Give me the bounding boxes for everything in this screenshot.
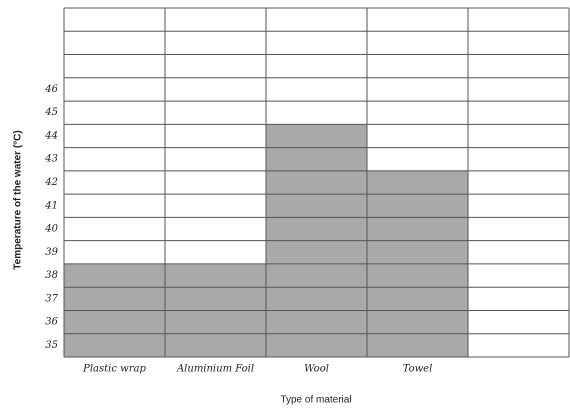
- y-tick-label: 45: [44, 107, 58, 118]
- y-tick-label: 39: [45, 247, 58, 258]
- y-tick-label: 42: [44, 177, 58, 188]
- y-tick-label: 36: [45, 317, 58, 328]
- y-tick-label: 46: [44, 84, 58, 95]
- y-tick-label: 35: [45, 340, 58, 351]
- y-tick-label: 41: [44, 200, 58, 211]
- y-tick-label: 43: [44, 154, 58, 165]
- y-tick-label: 37: [45, 293, 58, 304]
- y-axis-label: Temperature of the water (°C): [13, 130, 24, 269]
- x-tick-label: Wool: [304, 364, 329, 375]
- y-tick-label: 44: [44, 130, 58, 141]
- x-tick-label: Towel: [403, 364, 433, 375]
- x-tick-label: Aluminium Foil: [176, 364, 254, 375]
- x-axis-label: Type of material: [280, 395, 351, 406]
- y-tick-label: 38: [45, 270, 58, 281]
- y-tick-label: 40: [44, 224, 58, 235]
- x-tick-label: Plastic wrap: [82, 364, 146, 375]
